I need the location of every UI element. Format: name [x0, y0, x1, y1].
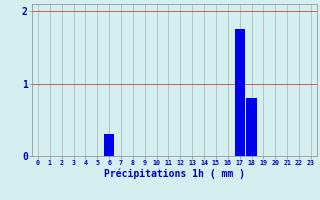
Bar — [235, 29, 245, 156]
Bar — [104, 134, 114, 156]
Bar — [246, 98, 257, 156]
X-axis label: Précipitations 1h ( mm ): Précipitations 1h ( mm ) — [104, 169, 245, 179]
